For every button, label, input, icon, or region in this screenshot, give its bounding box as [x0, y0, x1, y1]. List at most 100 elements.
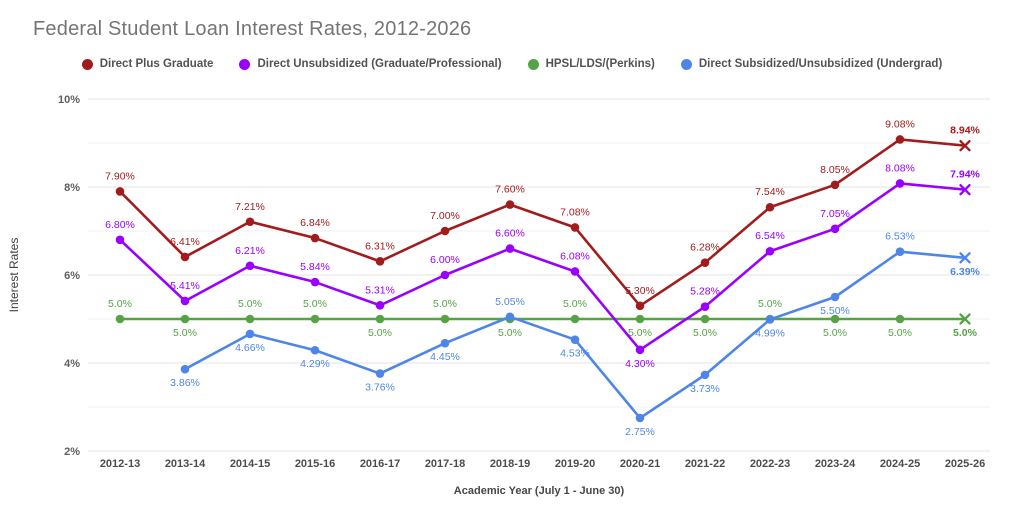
- direct-unsubsidized-graduate-professional-point-2012-13: [115, 235, 125, 245]
- x-axis-tick-label: 2017-18: [425, 458, 465, 470]
- data-label-hpsl-lds-perkins-2020-21: 5.0%: [628, 327, 652, 339]
- data-label-direct-plus-graduate-2025-26: 8.94%: [950, 125, 980, 137]
- hpsl-lds-perkins-point-2012-13: [115, 314, 125, 324]
- direct-plus-graduate-point-2016-17: [375, 257, 385, 266]
- data-label-hpsl-lds-perkins-2021-22: 5.0%: [693, 327, 717, 339]
- y-axis-tick-label: 6%: [64, 270, 80, 282]
- x-axis-title: Academic Year (July 1 - June 30): [454, 485, 625, 497]
- y-axis-tick-label: 2%: [64, 446, 80, 458]
- direct-unsubsidized-graduate-professional-point-2017-18: [440, 270, 450, 280]
- legend-label: Direct Subsidized/Unsubsidized (Undergra…: [698, 58, 943, 70]
- data-label-direct-unsubsidized-graduate-professional-2025-26: 7.94%: [950, 169, 980, 181]
- data-label-direct-plus-graduate-2021-22: 6.28%: [690, 242, 720, 254]
- data-label-direct-plus-graduate-2012-13: 7.90%: [105, 170, 135, 182]
- series-line-direct-unsubsidized-graduate-professional: [118, 182, 967, 352]
- data-label-direct-plus-graduate-2023-24: 8.05%: [820, 164, 850, 176]
- direct-unsubsidized-graduate-professional-point-2016-17: [375, 301, 385, 310]
- data-label-hpsl-lds-perkins-2019-20: 5.0%: [563, 298, 587, 310]
- data-label-direct-plus-graduate-2016-17: 6.31%: [365, 240, 395, 252]
- direct-subsidized-unsubsidized-undergrad-endpoint-x-marker: [959, 252, 971, 264]
- direct-subsidized-unsubsidized-undergrad-point-2013-14: [180, 364, 190, 374]
- data-label-direct-plus-graduate-2019-20: 7.08%: [560, 206, 590, 218]
- data-label-direct-unsubsidized-graduate-professional-2014-15: 6.21%: [235, 245, 265, 257]
- y-axis-tick-label: 4%: [64, 358, 80, 370]
- legend-dot-icon: [239, 58, 251, 70]
- y-axis-title: Interest Rates: [7, 238, 21, 313]
- x-axis-tick-label: 2021-22: [685, 458, 725, 470]
- hpsl-lds-perkins-point-2015-16: [310, 314, 320, 324]
- hpsl-lds-perkins-point-2013-14: [180, 314, 190, 324]
- data-label-hpsl-lds-perkins-2017-18: 5.0%: [433, 298, 457, 310]
- data-label-direct-unsubsidized-graduate-professional-2015-16: 5.84%: [300, 261, 330, 273]
- data-label-direct-unsubsidized-graduate-professional-2016-17: 5.31%: [365, 284, 395, 296]
- data-label-direct-unsubsidized-graduate-professional-2021-22: 5.28%: [690, 286, 720, 298]
- data-label-direct-subsidized-unsubsidized-undergrad-2022-23: 4.99%: [755, 327, 785, 339]
- direct-subsidized-unsubsidized-undergrad-point-2014-15: [245, 329, 255, 339]
- x-axis-tick-label: 2014-15: [230, 458, 270, 470]
- direct-subsidized-unsubsidized-undergrad-point-2016-17: [375, 369, 385, 378]
- data-label-direct-plus-graduate-2020-21: 5.30%: [625, 285, 655, 297]
- direct-plus-graduate-point-2019-20: [570, 223, 580, 232]
- direct-plus-graduate-point-2015-16: [310, 233, 320, 243]
- legend-item-direct-subsidized-unsubsidized-undergrad: Direct Subsidized/Unsubsidized (Undergra…: [680, 58, 943, 70]
- data-label-direct-unsubsidized-graduate-professional-2017-18: 6.00%: [430, 254, 460, 266]
- direct-plus-graduate-point-2023-24: [830, 180, 840, 190]
- x-axis-tick-label: 2016-17: [360, 458, 400, 470]
- data-label-hpsl-lds-perkins-2016-17: 5.0%: [368, 327, 392, 339]
- data-label-direct-subsidized-unsubsidized-undergrad-2017-18: 4.45%: [430, 351, 460, 363]
- data-label-direct-unsubsidized-graduate-professional-2024-25: 8.08%: [885, 162, 915, 174]
- data-label-hpsl-lds-perkins-2015-16: 5.0%: [303, 298, 327, 310]
- direct-plus-graduate-point-2022-23: [765, 202, 775, 212]
- direct-plus-graduate-point-2024-25: [895, 135, 905, 144]
- data-label-direct-subsidized-unsubsidized-undergrad-2020-21: 2.75%: [625, 426, 655, 438]
- hpsl-lds-perkins-point-2016-17: [375, 314, 385, 324]
- data-label-direct-plus-graduate-2022-23: 7.54%: [755, 186, 785, 198]
- data-label-direct-plus-graduate-2017-18: 7.00%: [430, 210, 460, 222]
- direct-unsubsidized-graduate-professional-point-2015-16: [310, 277, 320, 287]
- data-label-direct-subsidized-unsubsidized-undergrad-2016-17: 3.76%: [365, 382, 395, 394]
- y-axis-tick-label: 8%: [64, 182, 80, 194]
- data-label-direct-subsidized-unsubsidized-undergrad-2019-20: 4.53%: [560, 348, 590, 360]
- legend-label: HPSL/LDS/(Perkins): [545, 58, 655, 70]
- direct-unsubsidized-graduate-professional-point-2021-22: [700, 302, 710, 311]
- data-label-hpsl-lds-perkins-2013-14: 5.0%: [173, 327, 197, 339]
- data-label-direct-plus-graduate-2018-19: 7.60%: [495, 184, 525, 196]
- hpsl-lds-perkins-endpoint-x-marker: [959, 313, 971, 325]
- data-label-direct-unsubsidized-graduate-professional-2023-24: 7.05%: [820, 208, 850, 220]
- data-label-hpsl-lds-perkins-2018-19: 5.0%: [498, 327, 522, 339]
- direct-subsidized-unsubsidized-undergrad-point-2024-25: [895, 247, 905, 256]
- direct-subsidized-unsubsidized-undergrad-point-2017-18: [440, 338, 450, 348]
- direct-unsubsidized-graduate-professional-point-2023-24: [830, 224, 840, 234]
- legend-dot-icon: [680, 58, 692, 70]
- x-axis-tick-label: 2023-24: [815, 458, 856, 470]
- direct-unsubsidized-graduate-professional-point-2022-23: [765, 246, 775, 256]
- direct-unsubsidized-graduate-professional-point-2013-14: [180, 296, 190, 306]
- legend-dot-icon: [81, 58, 93, 70]
- direct-plus-graduate-point-2017-18: [440, 226, 450, 236]
- direct-unsubsidized-graduate-professional-point-2020-21: [635, 345, 645, 355]
- direct-plus-graduate-point-2012-13: [115, 187, 125, 196]
- x-axis-tick-label: 2018-19: [490, 458, 530, 470]
- direct-subsidized-unsubsidized-undergrad-point-2020-21: [635, 413, 645, 423]
- data-label-hpsl-lds-perkins-2023-24: 5.0%: [823, 327, 847, 339]
- x-axis-tick-label: 2025-26: [945, 458, 985, 470]
- direct-subsidized-unsubsidized-undergrad-point-2018-19: [505, 312, 515, 322]
- series-line-direct-plus-graduate: [118, 138, 967, 308]
- hpsl-lds-perkins-point-2023-24: [830, 314, 840, 324]
- direct-unsubsidized-graduate-professional-point-2018-19: [505, 244, 515, 253]
- data-label-direct-unsubsidized-graduate-professional-2020-21: 4.30%: [625, 358, 655, 370]
- data-label-direct-subsidized-unsubsidized-undergrad-2013-14: 3.86%: [170, 377, 200, 389]
- x-axis-tick-label: 2024-25: [880, 458, 920, 470]
- direct-plus-graduate-point-2020-21: [635, 301, 645, 311]
- data-label-hpsl-lds-perkins-2012-13: 5.0%: [108, 298, 132, 310]
- x-axis-tick-label: 2013-14: [165, 458, 206, 470]
- direct-plus-graduate-point-2021-22: [700, 258, 710, 267]
- direct-unsubsidized-graduate-professional-point-2024-25: [895, 179, 905, 188]
- direct-plus-graduate-point-2018-19: [505, 200, 515, 209]
- direct-unsubsidized-graduate-professional-point-2019-20: [570, 267, 580, 276]
- direct-subsidized-unsubsidized-undergrad-point-2015-16: [310, 345, 320, 355]
- y-axis-tick-label: 10%: [58, 94, 80, 106]
- data-label-direct-subsidized-unsubsidized-undergrad-2025-26: 6.39%: [950, 266, 980, 278]
- legend-item-direct-unsubsidized-graduate-professional: Direct Unsubsidized (Graduate/Profession…: [239, 58, 502, 70]
